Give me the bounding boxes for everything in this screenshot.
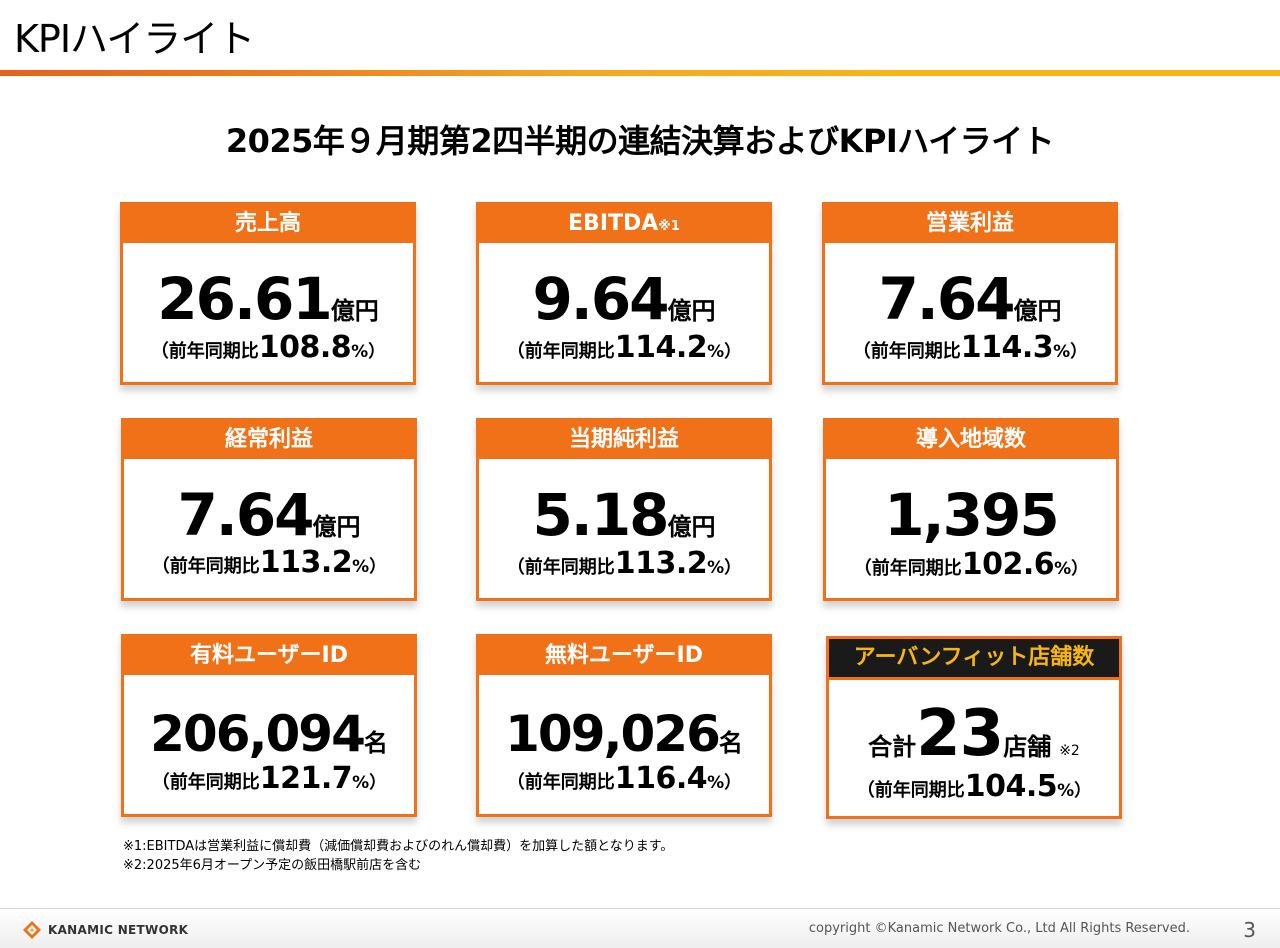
kpi-card-value: 7.64億円 (177, 481, 361, 549)
kpi-card-label: アーバンフィット店舗数 (826, 636, 1122, 680)
kanamic-logo-icon (23, 921, 41, 939)
kpi-card-yoy: （前年同期比104.5%） (856, 769, 1092, 804)
kpi-card-value: 109,026名 (505, 705, 743, 763)
kpi-card-value: 26.61億円 (157, 265, 379, 333)
kpi-card-value: 9.64億円 (532, 265, 716, 333)
kpi-card-ordinary-profit: 経常利益 7.64億円 （前年同期比113.2%） (121, 418, 417, 601)
copyright-text: copyright ©Kanamic Network Co., Ltd All … (808, 921, 1190, 936)
kpi-card-yoy: （前年同期比114.3%） (852, 330, 1088, 365)
company-logo: KANAMIC NETWORK (22, 919, 188, 941)
kpi-card-yoy: （前年同期比121.7%） (151, 761, 387, 796)
kpi-card-paid-users: 有料ユーザーID 206,094名 （前年同期比121.7%） (121, 634, 417, 817)
kpi-card-regions: 導入地域数 1,395 （前年同期比102.6%） (823, 418, 1119, 601)
kpi-card-yoy: （前年同期比113.2%） (151, 545, 387, 580)
kpi-card-label: 有料ユーザーID (124, 637, 414, 675)
kpi-card-value: 206,094名 (150, 705, 388, 763)
kpi-card-value: 1,395 (884, 481, 1059, 549)
kpi-card-yoy: （前年同期比102.6%） (853, 547, 1089, 582)
footnotes: ※1:EBITDAは営業利益に償却費（減価償却費およびのれん償却費）を加算した額… (123, 837, 673, 875)
kpi-card-net-income: 当期純利益 5.18億円 （前年同期比113.2%） (476, 418, 772, 601)
kpi-card-yoy: （前年同期比114.2%） (506, 330, 742, 365)
kpi-card-label: EBITDA※1 (479, 205, 769, 243)
kpi-card-operating-profit: 営業利益 7.64億円 （前年同期比114.3%） (822, 202, 1118, 385)
kpi-card-label: 売上高 (123, 205, 413, 243)
kpi-card-label: 経常利益 (124, 421, 414, 459)
kpi-card-label: 無料ユーザーID (479, 637, 769, 675)
main-title: 2025年９月期第2四半期の連結決算およびKPIハイライト (225, 122, 1055, 160)
kpi-card-urban-fit-stores: アーバンフィット店舗数 合計23店舗 ※2 （前年同期比104.5%） (826, 636, 1122, 819)
page-header: KPIハイライト (0, 0, 1280, 78)
kpi-card-ebitda: EBITDA※1 9.64億円 （前年同期比114.2%） (476, 202, 772, 385)
kpi-card-yoy: （前年同期比116.4%） (506, 761, 742, 796)
kpi-card-free-users: 無料ユーザーID 109,026名 （前年同期比116.4%） (476, 634, 772, 817)
kpi-card-label: 当期純利益 (479, 421, 769, 459)
page-title: KPIハイライト (14, 17, 255, 61)
note-mark: ※2 (1059, 743, 1080, 759)
page-number: 3 (1243, 918, 1256, 942)
kpi-card-yoy: （前年同期比113.2%） (506, 546, 742, 581)
footnote-2: ※2:2025年6月オープン予定の飯田橋駅前店を含む (123, 858, 422, 873)
kpi-card-yoy: （前年同期比108.8%） (150, 330, 386, 365)
logo-text: KANAMIC NETWORK (48, 923, 189, 937)
kpi-card-sales: 売上高 26.61億円 （前年同期比108.8%） (120, 202, 416, 385)
header-rule (0, 70, 1280, 76)
kpi-card-label: 営業利益 (825, 205, 1115, 243)
kpi-card-value: 7.64億円 (878, 265, 1062, 333)
footnote-1: ※1:EBITDAは営業利益に償却費（減価償却費およびのれん償却費）を加算した額… (123, 839, 674, 854)
kpi-card-label: 導入地域数 (826, 421, 1116, 459)
page-footer: KANAMIC NETWORK copyright ©Kanamic Netwo… (0, 908, 1280, 948)
kpi-card-value: 合計23店舗 ※2 (868, 697, 1080, 771)
kpi-card-value: 5.18億円 (532, 481, 716, 549)
